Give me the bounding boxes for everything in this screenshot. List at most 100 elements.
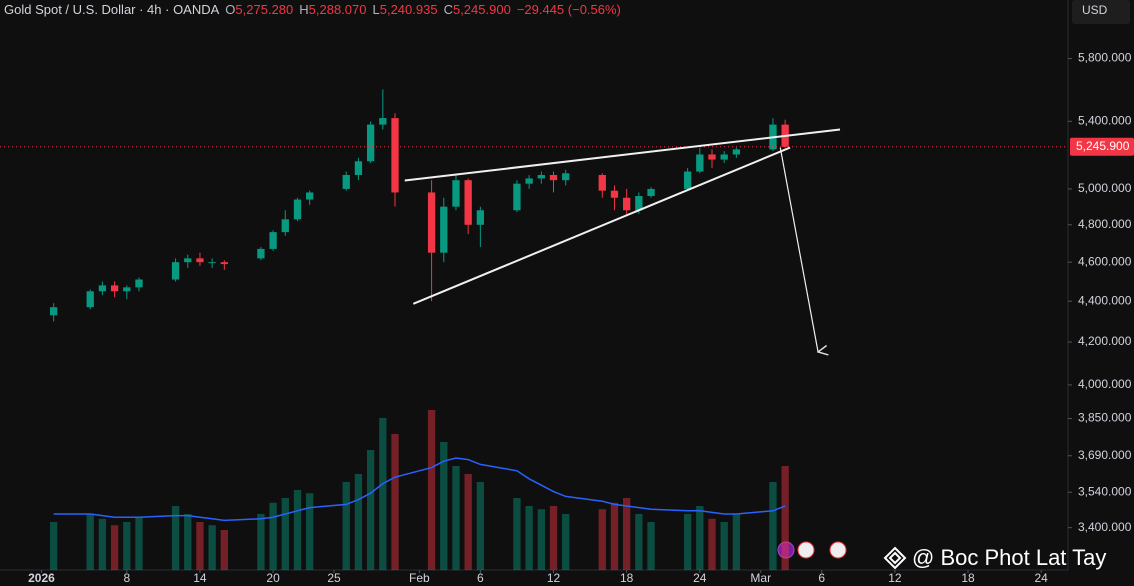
x-tick-label: 25 (327, 571, 341, 585)
y-tick-label: 3,850.000 (1078, 411, 1132, 425)
volume-bar (696, 506, 704, 570)
candle-body (220, 262, 228, 265)
candle-body (281, 219, 289, 233)
candle-body (123, 287, 131, 292)
y-tick-label: 3,400.000 (1078, 520, 1132, 534)
candle-body (196, 258, 204, 263)
candle-body (598, 174, 606, 191)
volume-bar (635, 514, 643, 570)
y-tick-label: 4,800.000 (1078, 217, 1132, 231)
x-tick-label: 20 (266, 571, 280, 585)
trend-line (404, 128, 841, 182)
h-value: 5,288.070 (308, 2, 367, 17)
candle-body (391, 118, 399, 193)
volume-bar (476, 482, 485, 570)
candle-body (562, 173, 570, 181)
x-tick-label: Mar (750, 571, 771, 585)
currency-button[interactable] (1072, 0, 1130, 24)
volume-bar (732, 514, 741, 570)
volume-bar (354, 474, 363, 570)
y-tick-label: 3,540.000 (1078, 484, 1132, 498)
y-tick-label: 3,690.000 (1078, 448, 1132, 462)
y-tick-label: 5,000.000 (1078, 181, 1132, 195)
volume-bar (598, 509, 606, 570)
volume-bar (391, 434, 399, 570)
y-tick-label: 4,600.000 (1078, 254, 1132, 268)
symbol: Gold Spot / U.S. Dollar · 4h · OANDA (4, 2, 220, 17)
candle-body (732, 149, 741, 155)
h-label: H (299, 2, 309, 17)
candle-body (257, 248, 265, 259)
c-value: 5,245.900 (452, 2, 511, 17)
candle-body (354, 161, 363, 175)
currency[interactable]: USD (1082, 3, 1108, 17)
candle-body (683, 171, 692, 189)
candle-body (708, 154, 716, 160)
volume-bar (562, 514, 570, 570)
volume-bar (610, 502, 619, 570)
candle-body (476, 210, 485, 225)
volume-bar (208, 525, 216, 570)
last-price-box (1070, 137, 1134, 156)
o-value: 5,275.280 (235, 2, 294, 17)
y-tick-label: 4,200.000 (1078, 334, 1132, 348)
y-tick-label: 5,800.000 (1078, 51, 1132, 65)
candle-body (696, 154, 704, 172)
x-tick-label: 6 (477, 571, 484, 585)
x-tick-label: 12 (888, 571, 902, 585)
x-tick-label: 18 (961, 571, 975, 585)
candle-body (208, 262, 216, 264)
volume-bar (123, 522, 131, 570)
volume-bar (647, 522, 655, 570)
candle-body (720, 154, 728, 160)
x-tick-label: 2026 (28, 571, 55, 585)
x-tick-label: 12 (547, 571, 561, 585)
volume-bar (683, 514, 692, 570)
volume-bar (269, 502, 277, 570)
c-label: C (443, 2, 453, 17)
y-tick-label: 5,400.000 (1078, 114, 1132, 128)
watermark-text: @ Boc Phot Lat Tay (912, 545, 1106, 570)
volume-bar (708, 518, 716, 570)
y-tick-label: 4,000.000 (1078, 377, 1132, 391)
x-tick-label: Feb (409, 571, 430, 585)
volume-bar (427, 410, 436, 570)
candle-body (98, 285, 107, 292)
volume-bar (781, 466, 789, 570)
change: −29.445 (−0.56%) (516, 2, 621, 17)
candle-body (549, 174, 558, 181)
candle-body (379, 118, 387, 125)
event-icons (777, 541, 847, 559)
volume-bar (306, 493, 314, 570)
volume-bar (623, 498, 631, 570)
volume-bar (366, 450, 375, 570)
candle-body (306, 192, 314, 200)
volume-bar (379, 418, 387, 570)
volume-bar (135, 517, 143, 570)
candle-body (184, 258, 192, 263)
candle-body (135, 279, 143, 288)
volume-bar (86, 514, 94, 570)
volume-bar (525, 506, 533, 570)
candle-body (647, 188, 655, 196)
volume-bar (196, 522, 204, 570)
x-tick-label: 6 (818, 571, 825, 585)
candle-body (293, 199, 302, 220)
candle-body (537, 174, 545, 179)
o-label: O (225, 2, 236, 17)
volume-bar (220, 530, 228, 570)
candle-body (464, 180, 472, 225)
watermark: @ Boc Phot Lat Tay (883, 545, 1106, 570)
volume-bar (293, 490, 302, 570)
x-tick-label: 18 (620, 571, 634, 585)
trend-line (412, 146, 791, 305)
volume-bar (49, 522, 58, 570)
volume-bar (769, 482, 777, 570)
trend-line (779, 147, 818, 352)
candle-body (623, 197, 631, 211)
candle-body (610, 190, 619, 198)
last-price-label: 5,245.900 (1076, 139, 1130, 153)
x-tick-label: 8 (123, 571, 130, 585)
